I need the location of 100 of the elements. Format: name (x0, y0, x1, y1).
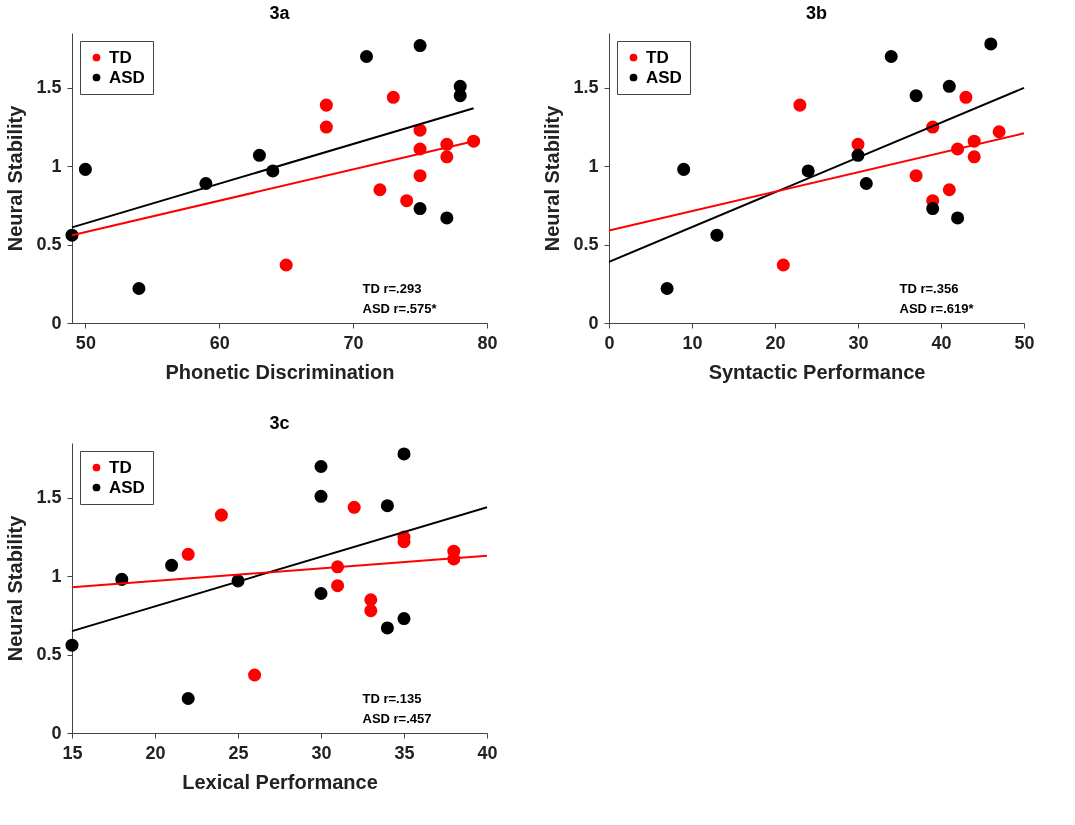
point (360, 50, 374, 64)
point (413, 169, 427, 183)
x-tick-label: 50 (75, 332, 96, 353)
annotation: TD r=.135 (362, 691, 422, 706)
legend-label: TD (109, 47, 132, 67)
point (386, 90, 400, 104)
x-tick-label: 20 (145, 742, 166, 763)
point (314, 586, 328, 600)
point (364, 593, 378, 607)
x-tick-label: 0 (604, 332, 615, 353)
y-axis-title: Neural Stability (541, 104, 564, 252)
point (400, 194, 414, 208)
point (181, 692, 195, 706)
point (314, 489, 328, 503)
point (413, 202, 427, 216)
point (851, 137, 865, 151)
point (801, 164, 815, 178)
y-tick-label: 0 (588, 312, 599, 333)
point (319, 120, 333, 134)
y-axis-title: Neural Stability (4, 514, 27, 662)
x-tick-label: 20 (765, 332, 786, 353)
point (440, 150, 454, 164)
point (373, 183, 387, 197)
point (992, 125, 1006, 139)
y-tick-label: 1 (588, 155, 599, 176)
point (951, 211, 965, 225)
y-tick-label: 1.5 (36, 487, 62, 508)
point (660, 282, 674, 296)
x-tick-label: 25 (228, 742, 249, 763)
point (397, 612, 411, 626)
x-tick-label: 10 (682, 332, 703, 353)
point (909, 89, 923, 103)
point (776, 258, 790, 272)
annotation: ASD r=.619* (899, 301, 975, 316)
x-tick-label: 15 (62, 742, 83, 763)
point (181, 547, 195, 561)
annotation: TD r=.293 (362, 281, 422, 296)
annotation: ASD r=.457 (362, 711, 432, 726)
x-axis-title: Lexical Performance (182, 770, 378, 793)
chart-title: 3a (269, 3, 291, 23)
point (793, 98, 807, 112)
point (942, 79, 956, 93)
x-tick-label: 80 (477, 332, 498, 353)
y-tick-label: 0 (51, 312, 62, 333)
chart-title: 3b (805, 3, 828, 23)
point (453, 89, 467, 103)
y-tick-label: 1 (51, 565, 62, 586)
point (967, 150, 981, 164)
point (397, 447, 411, 461)
legend-label: ASD (109, 477, 145, 497)
y-tick-label: 0.5 (36, 644, 62, 665)
point (859, 176, 873, 190)
point (214, 508, 228, 522)
point (380, 621, 394, 635)
point (165, 558, 179, 572)
point (252, 148, 266, 162)
y-axis-title: Neural Stability (4, 104, 27, 252)
point (65, 638, 79, 652)
x-tick-label: 40 (477, 742, 498, 763)
legend-label: TD (109, 457, 132, 477)
legend-label: TD (646, 47, 669, 67)
point (710, 228, 724, 242)
x-tick-label: 50 (1014, 332, 1035, 353)
x-tick-label: 60 (209, 332, 230, 353)
y-tick-label: 0 (51, 722, 62, 743)
y-tick-label: 1.5 (36, 77, 62, 98)
point (440, 211, 454, 225)
y-tick-label: 1.5 (573, 77, 599, 98)
annotation: TD r=.356 (899, 281, 959, 296)
point (959, 90, 973, 104)
point (364, 604, 378, 618)
legend-label: ASD (646, 67, 682, 87)
x-tick-label: 40 (931, 332, 952, 353)
y-tick-label: 0.5 (573, 234, 599, 255)
point (413, 39, 427, 53)
point (984, 37, 998, 51)
x-tick-label: 70 (343, 332, 364, 353)
point (314, 460, 328, 474)
point (132, 282, 146, 296)
x-axis-title: Syntactic Performance (708, 360, 926, 383)
point (319, 98, 333, 112)
annotation: ASD r=.575* (362, 301, 438, 316)
point (909, 169, 923, 183)
point (248, 668, 262, 682)
x-tick-label: 35 (394, 742, 415, 763)
point (331, 579, 345, 593)
y-tick-label: 1 (51, 155, 62, 176)
point (279, 258, 293, 272)
point (926, 202, 940, 216)
x-tick-label: 30 (848, 332, 869, 353)
point (347, 500, 361, 514)
point (677, 162, 691, 176)
legend-label: ASD (109, 67, 145, 87)
point (942, 183, 956, 197)
chart-title: 3c (269, 413, 290, 433)
point (884, 50, 898, 64)
y-tick-label: 0.5 (36, 234, 62, 255)
point (380, 499, 394, 513)
x-tick-label: 30 (311, 742, 332, 763)
point (413, 123, 427, 137)
